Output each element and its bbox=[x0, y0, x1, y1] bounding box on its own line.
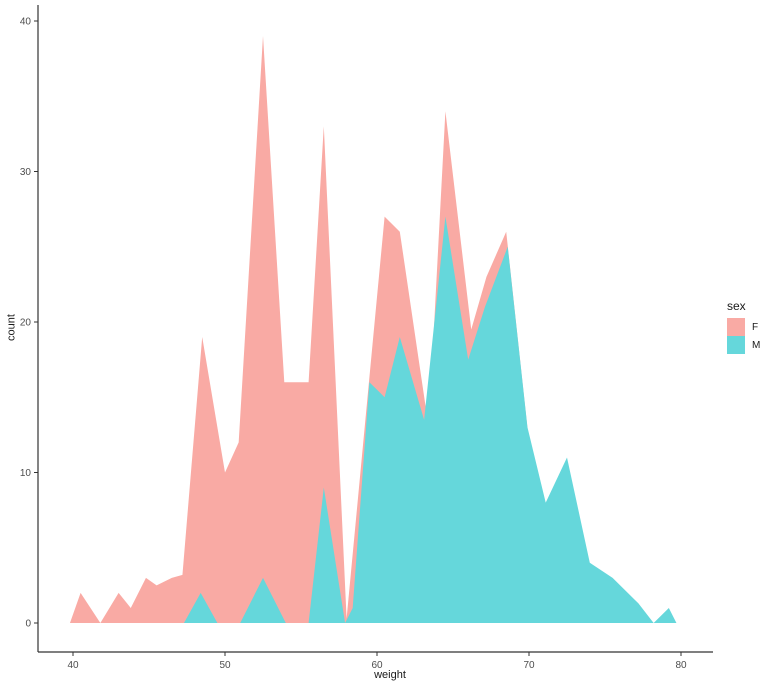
x-tick-label: 70 bbox=[523, 660, 535, 671]
legend-entry-f: F bbox=[727, 318, 760, 336]
legend-title: sex bbox=[727, 299, 746, 313]
x-tick-label: 40 bbox=[67, 660, 79, 671]
legend-swatch-m-icon bbox=[727, 336, 745, 354]
chart-areas bbox=[69, 36, 677, 624]
legend-entry-m: M bbox=[727, 336, 760, 354]
x-axis-title: weight bbox=[374, 669, 406, 681]
legend-swatch-f-icon bbox=[727, 318, 745, 336]
y-tick-label: 10 bbox=[20, 468, 32, 479]
legend-label-f: F bbox=[752, 321, 759, 333]
legend: sex F M bbox=[727, 299, 760, 354]
y-tick-label: 30 bbox=[20, 167, 32, 178]
y-tick-label: 0 bbox=[25, 619, 31, 630]
legend-label-m: M bbox=[752, 339, 761, 351]
y-tick-label: 20 bbox=[20, 318, 32, 329]
x-tick-label: 80 bbox=[675, 660, 687, 671]
chart-axes: 0 10 20 30 40 40 50 60 70 80 bbox=[20, 5, 713, 671]
area-M bbox=[183, 216, 677, 623]
x-tick-label: 60 bbox=[371, 660, 383, 671]
y-axis-title: count bbox=[5, 314, 18, 341]
y-tick-label: 40 bbox=[20, 17, 32, 28]
x-tick-label: 50 bbox=[219, 660, 231, 671]
